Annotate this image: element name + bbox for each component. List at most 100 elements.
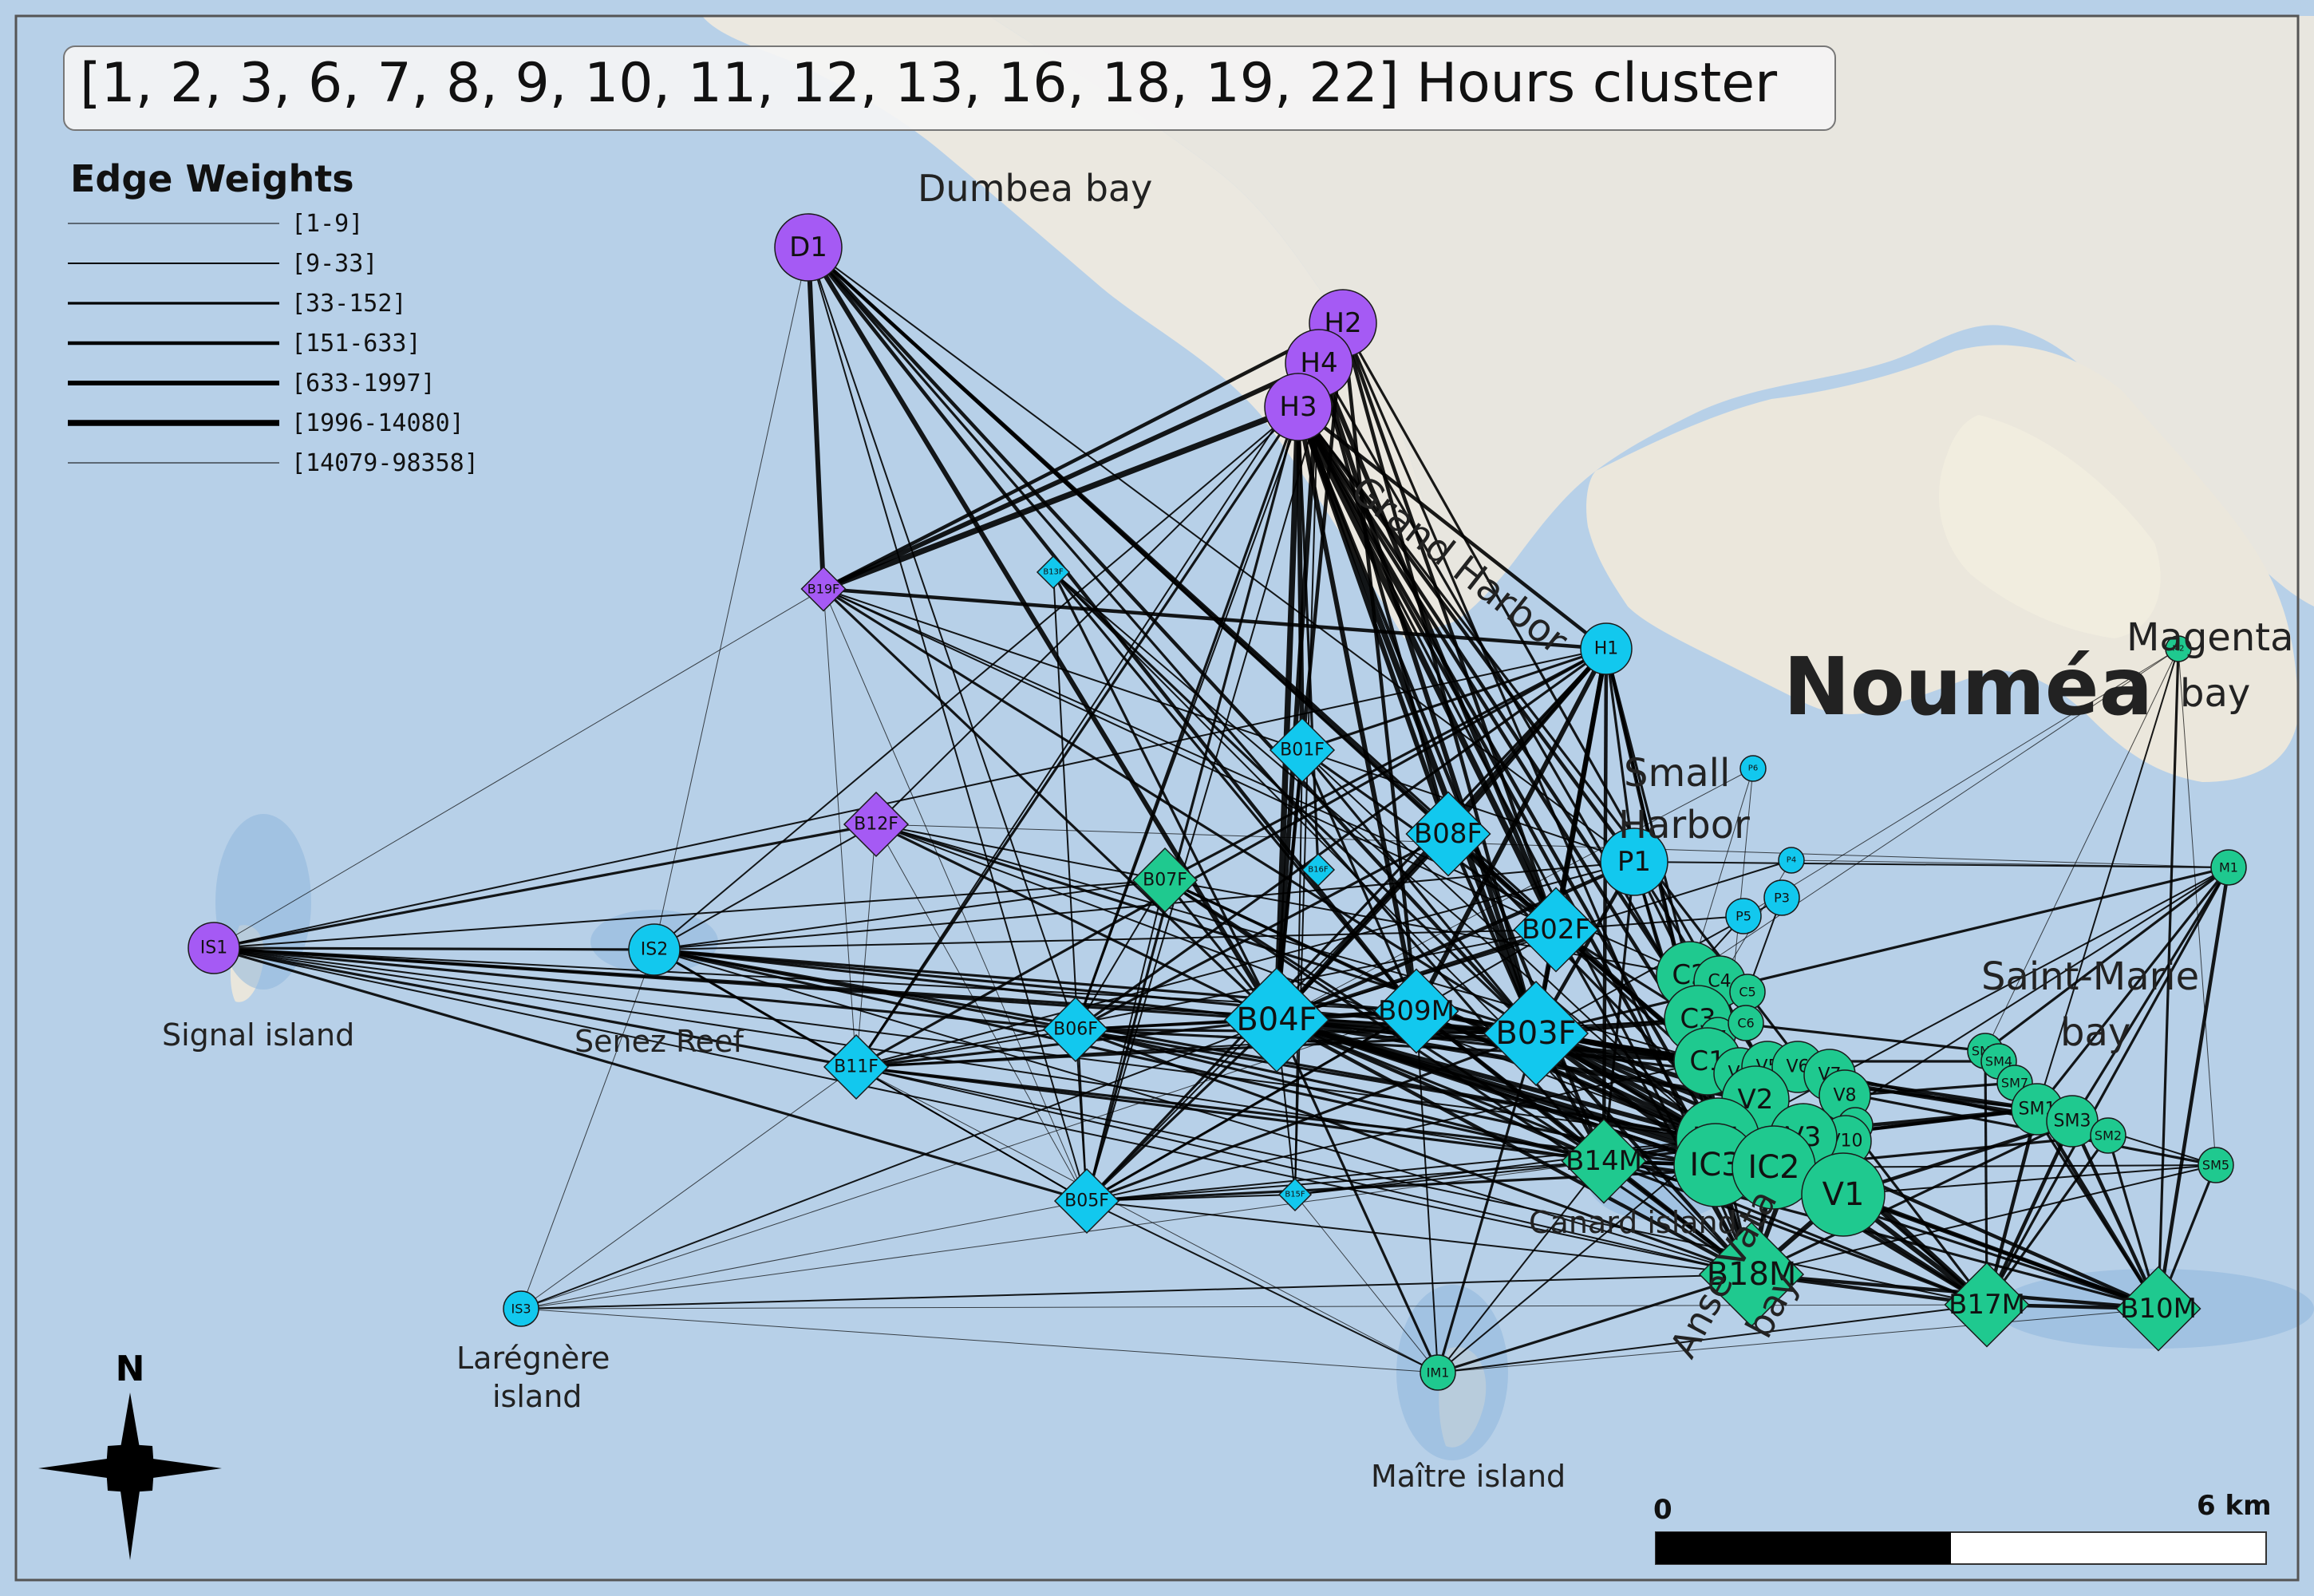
- node-label: B09M: [1378, 995, 1455, 1027]
- node-im1-circle: [1420, 1354, 1456, 1391]
- edge-B11F-B05F: [855, 1066, 1088, 1202]
- node-label: B14M: [1566, 1145, 1642, 1177]
- node-label: B06F: [1053, 1020, 1098, 1040]
- edge-H4-B06F: [1075, 362, 1320, 1030]
- edge-H3-B09M: [1296, 406, 1419, 1012]
- node-p3: P3: [1763, 879, 1800, 916]
- node-label: M2: [2173, 645, 2185, 654]
- edge-H1-IS1: [213, 648, 1607, 949]
- node-p4-circle: [1778, 847, 1805, 874]
- node-b17m-diamond: [1944, 1262, 2030, 1348]
- edge-B10M-SM3: [2070, 1120, 2161, 1310]
- node-b14m-diamond: [1561, 1118, 1647, 1204]
- edge-D1-B19F: [806, 247, 826, 590]
- edge-weight-legend: Edge Weights [1-9] [9-33] [33-152] [151-633…: [68, 157, 479, 477]
- legend-title: Edge Weights: [70, 157, 354, 200]
- edge-B14M-B17M: [1603, 1159, 1988, 1306]
- edge-B05F-B14M: [1086, 1160, 1605, 1202]
- edge-SM5-V1: [1842, 1164, 2217, 1195]
- edge-B13F-B09M: [1052, 571, 1418, 1013]
- edge-H1-B02F: [1554, 648, 1609, 930]
- north-arrow: N: [38, 1349, 222, 1560]
- edge-IM1-B18M: [1437, 1273, 1752, 1374]
- node-sm5: SM5: [2198, 1147, 2234, 1183]
- edge-H1-B08F: [1447, 647, 1608, 836]
- edge-B05F-B18M: [1086, 1200, 1752, 1275]
- node-b11f: B11F: [823, 1033, 890, 1100]
- map-frame: [14, 14, 2300, 1582]
- node-b06f-diamond: [1042, 996, 1109, 1063]
- edge-B10M-M2: [2157, 648, 2180, 1310]
- node-label: IS1: [200, 938, 227, 958]
- map-title: [1, 2, 3, 6, 7, 8, 9, 10, 11, 12, 13, 16…: [80, 52, 1777, 115]
- node-sm2-circle: [2090, 1117, 2126, 1154]
- node-label: B08F: [1414, 818, 1483, 850]
- edge-V8-SM7: [1844, 1081, 2016, 1097]
- edge-P1-B11F: [855, 861, 1635, 1068]
- edge-B12F-B07F: [875, 824, 1166, 881]
- node-b10m: B10M: [2115, 1266, 2201, 1352]
- edge-H2-B03F: [1341, 322, 1538, 1034]
- edge-H1-P1: [1605, 648, 1636, 863]
- node-sm2: SM2: [2090, 1117, 2126, 1154]
- node-b17m: B17M: [1944, 1262, 2030, 1348]
- edge-H3-P1: [1297, 405, 1636, 863]
- node-label: V1: [1822, 1176, 1865, 1213]
- node-b19f: B19F: [800, 566, 847, 612]
- edge-B05F-IM1: [1086, 1200, 1439, 1373]
- node-b15f-diamond: [1277, 1177, 1313, 1212]
- node-label: B15F: [1285, 1191, 1305, 1199]
- edge-B11F-IS3: [520, 1066, 857, 1310]
- edge-H2-B19F: [822, 321, 1345, 591]
- node-sm3: SM3: [2046, 1095, 2099, 1148]
- edge-H3-B16F: [1297, 406, 1320, 871]
- edge-B17M-SM2: [1985, 1135, 2110, 1306]
- scale-start-label: 0: [1653, 1494, 1672, 1526]
- node-h1-circle: [1580, 622, 1633, 675]
- node-label: B12F: [854, 815, 898, 835]
- node-m2: M2: [2165, 635, 2192, 662]
- node-b12f-diamond: [843, 791, 910, 858]
- place-label-signal-island: Signal island: [162, 1017, 354, 1053]
- node-b05f: B05F: [1053, 1167, 1120, 1235]
- edge-B05F-IS3: [520, 1200, 1088, 1310]
- node-is3-circle: [503, 1290, 539, 1327]
- edge-B17M-M1: [1985, 867, 2230, 1306]
- edge-P1-M1: [1633, 861, 2229, 868]
- node-label: SM5: [2202, 1158, 2229, 1173]
- node-label: P5: [1736, 909, 1751, 924]
- edge-B07F-B18M: [1164, 879, 1752, 1276]
- edge-IS2-B07F: [654, 879, 1166, 950]
- node-label: B03F: [1495, 1015, 1576, 1052]
- place-label-magenta-bay: bay: [2180, 671, 2250, 716]
- node-is3: IS3: [503, 1290, 539, 1327]
- edge-B11F-IM1: [855, 1066, 1439, 1373]
- node-label: IS2: [641, 940, 668, 960]
- edge-H4-B04F: [1274, 362, 1321, 1021]
- node-h3: H3: [1264, 373, 1333, 441]
- node-label: B11F: [834, 1057, 879, 1077]
- edge-B19F-H1: [823, 587, 1607, 651]
- edge-M2-P5: [1743, 648, 2179, 917]
- edge-B05F-IC2: [1086, 1166, 1775, 1203]
- edge-IS1-B06F: [213, 946, 1076, 1031]
- edge-B19F-IS1: [213, 588, 824, 949]
- edge-B12F-B11F: [855, 824, 877, 1068]
- edge-IS1-B18M: [213, 947, 1752, 1275]
- edge-H3-B19F: [822, 404, 1300, 592]
- node-label: D1: [789, 231, 827, 263]
- legend-label: [1-9]: [291, 210, 363, 238]
- place-label-small: Small: [1624, 751, 1730, 796]
- node-is1-circle: [188, 922, 240, 974]
- node-label: B04F: [1236, 1001, 1317, 1038]
- edge-D1-IS2: [654, 247, 809, 950]
- node-p3-circle: [1763, 879, 1800, 916]
- place-label-canard-island: Canard island: [1529, 1205, 1737, 1240]
- edge-M1-IC1: [1717, 867, 2229, 1140]
- edge-IM1-B17M: [1437, 1304, 1988, 1373]
- node-label: B02F: [1522, 914, 1590, 946]
- node-label: B01F: [1280, 741, 1325, 760]
- place-label-laregnere-island: island: [492, 1379, 582, 1414]
- node-b06f: B06F: [1042, 996, 1109, 1063]
